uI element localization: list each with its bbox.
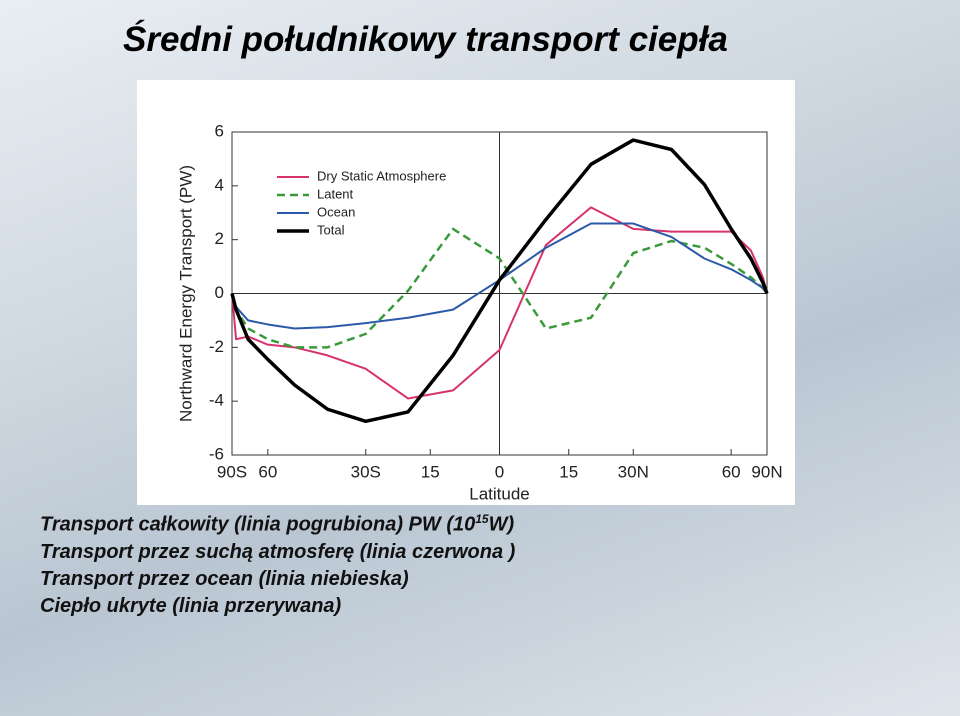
y-axis-label: Northward Energy Transport (PW) xyxy=(176,165,195,422)
chart-panel: -6 -4 -2 0 2 4 6 90S 60 30S 15 0 15 30N 60 90N Latitude N… xyxy=(137,80,795,505)
caption: Transport przez ocean (linia niebieska) xyxy=(40,568,409,590)
x-tick-label: 90S xyxy=(217,462,247,481)
x-tick-label: 90N xyxy=(751,462,782,481)
caption: Ciepło ukryte (linia przerywana) xyxy=(40,595,342,617)
y-tick-label: -4 xyxy=(209,391,224,410)
slide-title: Średni południkowy transport ciepła xyxy=(123,20,728,59)
caption: Transport całkowity (linia pogrubiona) P… xyxy=(40,512,514,537)
caption-text: W) xyxy=(488,513,515,536)
x-tick-label: 60 xyxy=(722,462,741,481)
y-tick-label: 2 xyxy=(215,229,224,248)
legend-label: Total xyxy=(317,222,345,237)
x-tick-label: 15 xyxy=(559,462,578,481)
chart: -6 -4 -2 0 2 4 6 90S 60 30S 15 0 15 30N 60 90N Latitude N… xyxy=(176,121,782,503)
legend-label: Latent xyxy=(317,186,354,201)
legend-label: Dry Static Atmosphere xyxy=(317,168,446,183)
x-axis-label: Latitude xyxy=(469,484,530,503)
y-tick-label: 6 xyxy=(215,121,224,140)
y-tick-label: 4 xyxy=(215,175,224,194)
legend-label: Ocean xyxy=(317,204,355,219)
y-tick-label: 0 xyxy=(215,283,224,302)
x-tick-label: 60 xyxy=(258,462,277,481)
series-line xyxy=(230,227,768,349)
series-line xyxy=(230,138,769,424)
x-tick-label: 0 xyxy=(495,462,504,481)
y-tick-label: -2 xyxy=(209,337,224,356)
x-tick-label: 15 xyxy=(421,462,440,481)
y-tick-label: -6 xyxy=(209,444,224,463)
caption-text: Transport całkowity (linia pogrubiona) P… xyxy=(40,513,476,536)
x-tick-label: 30N xyxy=(618,462,649,481)
x-tick-label: 30S xyxy=(351,462,381,481)
caption-sup: 15 xyxy=(475,512,489,526)
caption: Transport przez suchą atmosferę (linia c… xyxy=(40,541,516,563)
